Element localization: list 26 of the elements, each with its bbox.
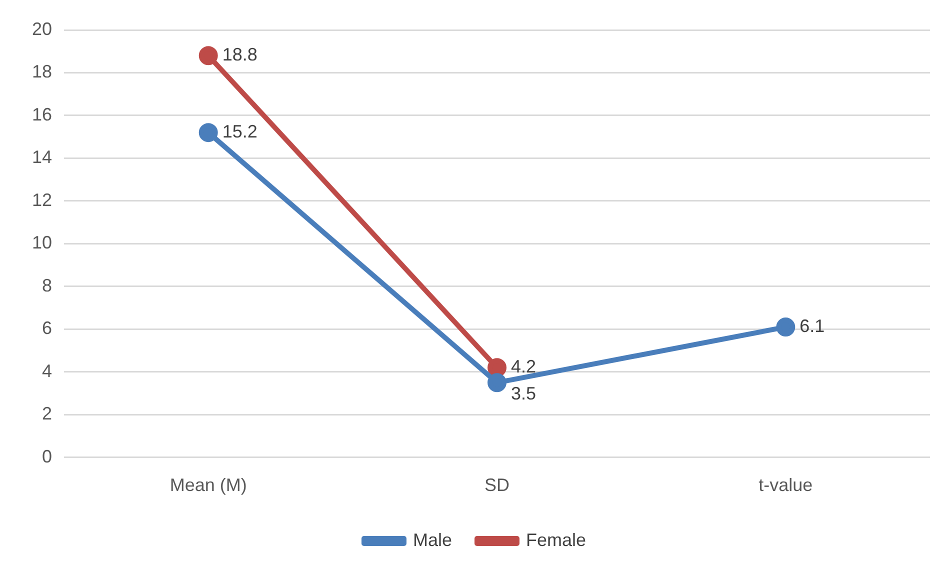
x-tick-label: Mean (M) bbox=[170, 475, 247, 496]
y-tick-label: 0 bbox=[42, 446, 52, 466]
y-tick-label: 6 bbox=[42, 318, 52, 338]
data-label: 15.2 bbox=[222, 122, 258, 142]
y-tick-label: 12 bbox=[32, 190, 52, 210]
data-label: 6.1 bbox=[800, 316, 825, 336]
data-label: 3.5 bbox=[511, 384, 536, 404]
point bbox=[488, 373, 507, 392]
legend-label: Male bbox=[412, 530, 452, 550]
y-tick-label: 16 bbox=[32, 104, 52, 124]
point bbox=[488, 358, 507, 378]
point bbox=[776, 318, 796, 337]
point bbox=[198, 46, 218, 66]
y-tick-label: 14 bbox=[32, 147, 52, 168]
y-tick-label: 2 bbox=[42, 404, 52, 424]
y-tick-label: 18 bbox=[32, 62, 52, 82]
data-label: 18.8 bbox=[222, 44, 258, 65]
data-label: 4.2 bbox=[511, 356, 536, 377]
y-tick-label: 8 bbox=[42, 275, 52, 296]
x-tick-label: t-value bbox=[758, 475, 813, 496]
x-tick-label: SD bbox=[484, 475, 510, 496]
y-tick-label: 4 bbox=[42, 360, 52, 381]
y-tick-label: 10 bbox=[32, 232, 52, 253]
y-tick-label: 20 bbox=[32, 18, 52, 39]
legend-label: Female bbox=[526, 530, 586, 550]
point bbox=[198, 123, 218, 142]
